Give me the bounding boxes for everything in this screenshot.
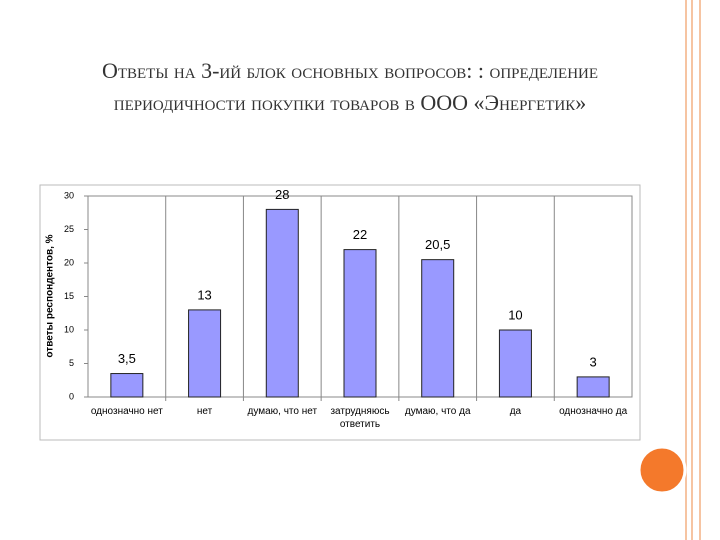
y-tick-label: 30 <box>64 190 74 200</box>
y-tick-label: 10 <box>64 324 74 334</box>
x-tick-label-box: да <box>509 406 522 417</box>
bar <box>110 373 144 398</box>
value-label: 13 <box>197 287 211 302</box>
value-label: 3,5 <box>118 351 136 366</box>
decor-circle <box>637 445 687 495</box>
y-axis-label: ответы респондентов, % <box>45 234 56 357</box>
bar <box>576 376 610 398</box>
x-tick-label: да <box>509 406 522 417</box>
value-label: 10 <box>508 307 522 322</box>
x-tick-label: думаю, что нет <box>247 406 318 417</box>
y-tick-label: 5 <box>69 358 74 368</box>
value-label: 22 <box>353 227 367 242</box>
x-tick-label-box: нет <box>196 406 213 417</box>
x-tick-label-box: затрудняюсь ответить <box>330 406 390 430</box>
bar <box>421 259 455 398</box>
x-tick-label-box: думаю, что нет <box>247 406 318 417</box>
value-label: 3 <box>590 354 597 369</box>
bar <box>265 208 299 398</box>
x-tick-label: затрудняюсь ответить <box>330 406 390 430</box>
x-tick-label: думаю, что да <box>404 406 471 417</box>
x-tick-label-box: думаю, что да <box>404 406 471 417</box>
x-tick-label-box: однозначно нет <box>90 406 163 417</box>
bar <box>188 309 222 398</box>
y-tick-label: 15 <box>64 291 74 301</box>
x-tick-label: однозначно да <box>559 406 628 417</box>
x-tick-label: однозначно нет <box>90 406 163 417</box>
value-label: 20,5 <box>425 237 450 252</box>
y-tick-label: 0 <box>69 391 74 401</box>
x-tick-label-box: однозначно да <box>559 406 628 417</box>
value-label: 28 <box>275 187 289 202</box>
y-tick-label: 25 <box>64 224 74 234</box>
bar <box>498 329 532 398</box>
chart-title: Ответы на 3-ий блок основных вопросов: :… <box>101 58 599 115</box>
y-tick-label: 20 <box>64 257 74 267</box>
x-tick-label: нет <box>196 406 213 417</box>
bar <box>343 249 377 398</box>
